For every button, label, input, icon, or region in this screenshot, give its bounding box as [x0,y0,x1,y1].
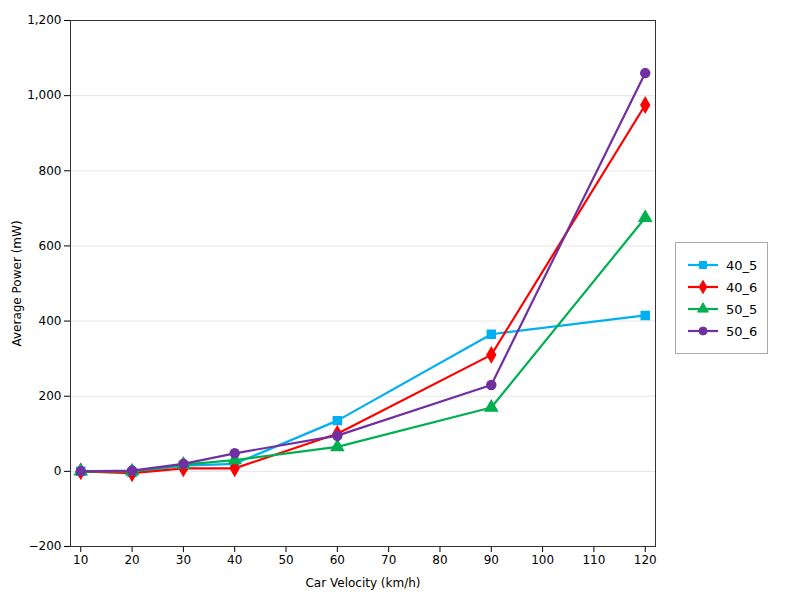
svg-text:120: 120 [634,553,657,567]
svg-text:0: 0 [54,464,62,478]
svg-text:Car Velocity (km/h): Car Velocity (km/h) [305,576,420,590]
svg-text:1,000: 1,000 [27,88,61,102]
html-text:50_5: 50_5 [726,301,758,317]
svg-text:−200: −200 [29,539,62,553]
svg-text:80: 80 [432,553,447,567]
html-text:40_5: 40_5 [726,257,758,273]
svg-text:Average Power (mW): Average Power (mW) [10,220,24,346]
svg-text:100: 100 [531,553,554,567]
svg-text:800: 800 [39,164,62,178]
svg-text:110: 110 [582,553,605,567]
svg-text:40: 40 [227,553,242,567]
svg-text:600: 600 [39,239,62,253]
svg-text:90: 90 [484,553,499,567]
svg-text:1,200: 1,200 [27,13,61,27]
svg-text:200: 200 [39,389,62,403]
svg-text:20: 20 [124,553,139,567]
svg-text:50: 50 [278,553,293,567]
svg-text:10: 10 [73,553,88,567]
html-text:50_6: 50_6 [726,323,758,339]
html-text:40_6: 40_6 [726,279,758,295]
svg-text:70: 70 [381,553,396,567]
svg-text:400: 400 [39,314,62,328]
svg-text:30: 30 [176,553,191,567]
svg-text:60: 60 [330,553,345,567]
